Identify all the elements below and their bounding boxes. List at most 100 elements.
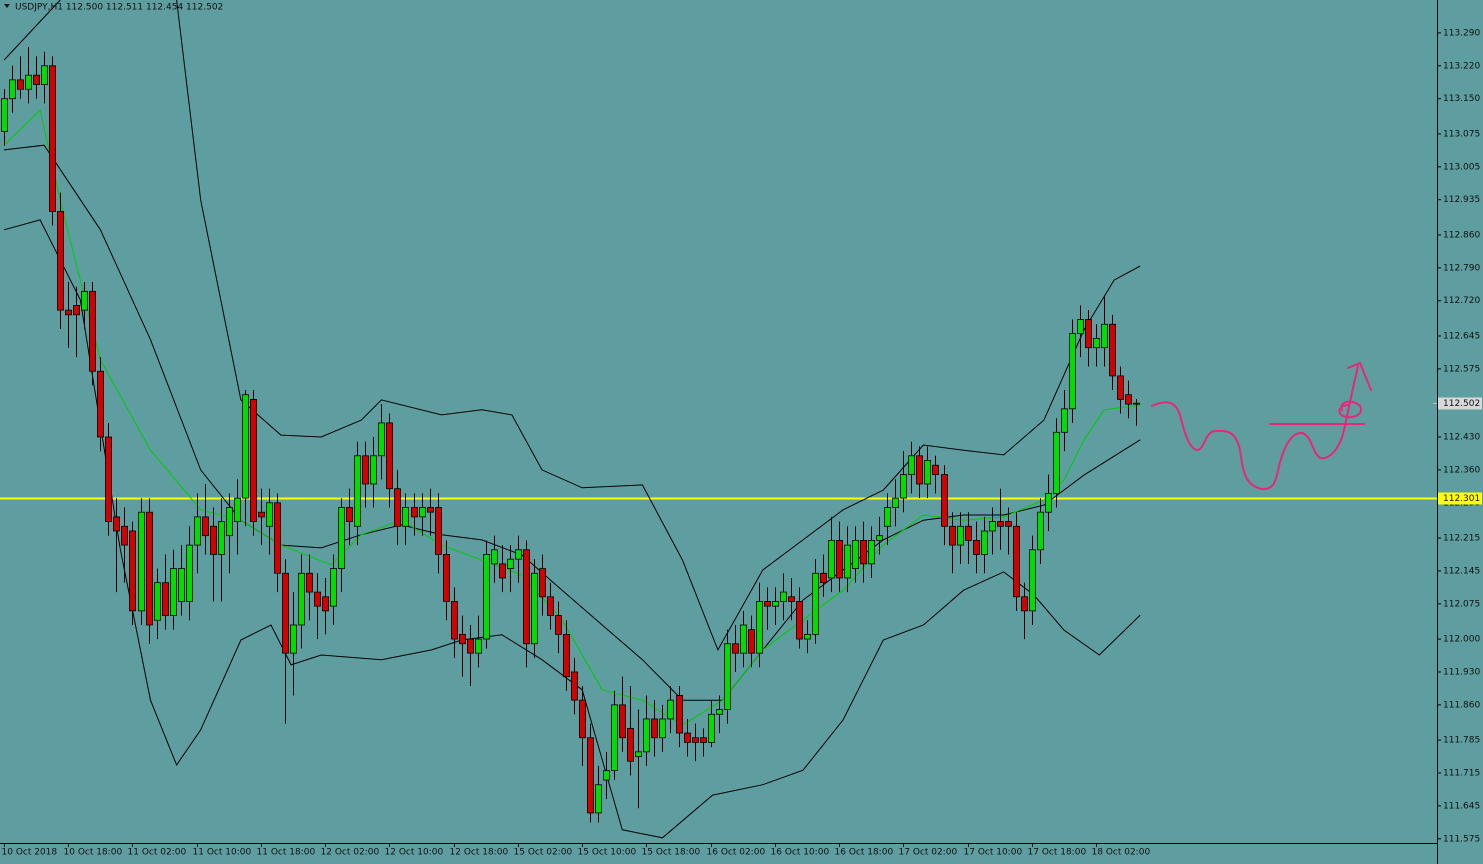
candle-body xyxy=(113,516,120,532)
candle-body xyxy=(619,704,626,739)
y-tick-label: 113.150 xyxy=(1443,94,1480,104)
hand-drawing xyxy=(1151,362,1372,491)
candle-body xyxy=(676,695,683,734)
candle-body xyxy=(41,65,48,85)
candle-body xyxy=(138,511,145,612)
candle-body xyxy=(250,399,257,522)
y-tick-label: 112.790 xyxy=(1443,263,1480,273)
y-tick-label: 112.645 xyxy=(1443,331,1480,341)
candle-body xyxy=(732,643,739,654)
candle-body xyxy=(949,525,956,546)
symbol-menu-icon[interactable] xyxy=(4,4,10,8)
candle-body xyxy=(65,309,72,316)
y-tick-label: 112.935 xyxy=(1443,195,1480,205)
candle-body xyxy=(1109,323,1116,377)
x-tick-label: 11 Oct 02:00 xyxy=(128,848,187,858)
last-price-box xyxy=(1438,397,1482,410)
candle-body xyxy=(427,507,434,513)
candle-body xyxy=(908,455,915,475)
candle-body xyxy=(547,596,554,616)
y-tick-label: 111.785 xyxy=(1443,736,1480,746)
candle-body xyxy=(1029,549,1036,612)
x-tick-label: 17 Oct 18:00 xyxy=(1028,848,1087,858)
candle-body xyxy=(555,615,562,635)
candle-body xyxy=(394,488,401,527)
y-tick-label: 113.290 xyxy=(1443,28,1480,38)
candle-body xyxy=(1125,394,1132,405)
candle-body xyxy=(57,211,64,311)
candle-body xyxy=(563,633,570,678)
candle-body xyxy=(298,572,305,626)
plot-area xyxy=(0,0,1437,839)
candle-body xyxy=(836,539,843,579)
indicator-line xyxy=(3,0,1141,652)
candle-body xyxy=(868,539,875,565)
x-tick-label: 10 Oct 2018 xyxy=(2,848,58,858)
x-tick-label: 12 Oct 10:00 xyxy=(385,848,444,858)
candle-body xyxy=(121,525,128,546)
candle-body xyxy=(146,511,153,626)
candle-body xyxy=(194,516,201,546)
candle-body xyxy=(290,624,297,654)
candle-body xyxy=(900,474,907,499)
candle-body xyxy=(73,305,80,316)
y-tick-label: 111.930 xyxy=(1443,667,1480,677)
candle-body xyxy=(571,671,578,701)
y-tick-label: 112.215 xyxy=(1443,534,1480,544)
candle-body xyxy=(242,394,249,499)
x-tick-label: 15 Oct 10:00 xyxy=(578,848,637,858)
candle-body xyxy=(178,568,185,602)
candle-body xyxy=(218,521,225,555)
candle-body xyxy=(226,507,233,537)
candle-body xyxy=(322,596,329,612)
x-tick-label: 16 Oct 10:00 xyxy=(771,848,830,858)
candle-body xyxy=(764,601,771,607)
candle-body xyxy=(539,568,546,598)
candle-body xyxy=(1085,319,1092,349)
candle-body xyxy=(635,751,642,757)
candle-body xyxy=(692,737,699,743)
candle-body xyxy=(362,455,369,485)
candle-body xyxy=(354,455,361,527)
candle-body xyxy=(876,535,883,541)
candle-body xyxy=(1061,408,1068,433)
candle-body xyxy=(788,596,795,602)
candle-body xyxy=(459,633,466,645)
candle-body xyxy=(932,464,939,475)
candle-body xyxy=(924,460,931,485)
candle-body xyxy=(330,568,337,607)
y-tick-label: 111.645 xyxy=(1443,801,1480,811)
candle-body xyxy=(49,65,56,212)
candle-body xyxy=(884,507,891,527)
candle-body xyxy=(105,436,112,522)
x-tick-label: 18 Oct 02:00 xyxy=(1092,848,1151,858)
candle-body xyxy=(346,507,353,522)
candle-body xyxy=(33,74,40,85)
x-tick-label: 12 Oct 02:00 xyxy=(321,848,380,858)
candle-body xyxy=(1037,511,1044,551)
y-tick-label: 111.575 xyxy=(1443,834,1480,844)
level-label-box xyxy=(1438,492,1482,505)
candle-body xyxy=(411,507,418,518)
candle-body xyxy=(700,737,707,743)
last-price-label: 112.502 xyxy=(1443,399,1480,409)
candle-body xyxy=(89,290,96,372)
candle-body xyxy=(973,539,980,555)
candle-body xyxy=(475,638,482,654)
candle-body xyxy=(483,554,490,640)
candle-body xyxy=(860,539,867,565)
candle-body xyxy=(748,629,755,654)
candle-body xyxy=(306,572,313,593)
candle-body xyxy=(1,98,8,132)
candle-body xyxy=(515,549,522,560)
candle-body xyxy=(1133,402,1140,405)
y-tick-label: 113.005 xyxy=(1443,162,1480,172)
candle-body xyxy=(892,497,899,508)
candle-body xyxy=(852,539,859,569)
candle-body xyxy=(957,525,964,546)
candle-body xyxy=(162,582,169,616)
candle-body xyxy=(314,591,321,607)
level-label: 112.301 xyxy=(1443,494,1480,504)
candle-body xyxy=(81,290,88,311)
